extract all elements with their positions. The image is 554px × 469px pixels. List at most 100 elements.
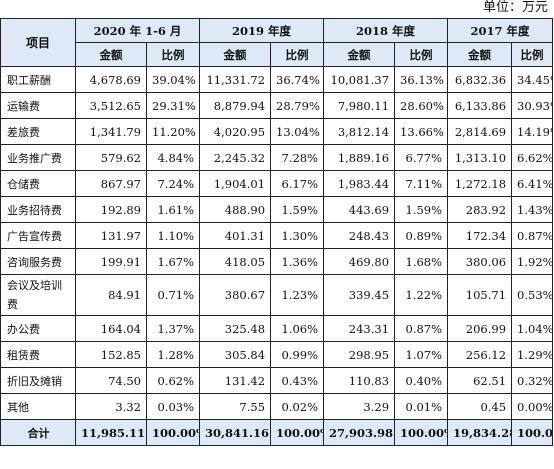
- ratio-cell: 0.99%: [270, 341, 325, 368]
- ratio-cell: 6.77%: [394, 144, 449, 171]
- ratio-cell: 1.67%: [145, 248, 201, 275]
- ratio-cell: 0.43%: [270, 367, 325, 394]
- ratio-cell: 11.20%: [145, 118, 201, 145]
- amount-cell: 380.67: [199, 274, 272, 316]
- ratio-cell: 13.66%: [394, 118, 449, 145]
- amount-cell: 11,331.72: [199, 66, 272, 93]
- row-label: 职工薪酬: [0, 66, 76, 93]
- row-label: 仓储费: [0, 170, 76, 197]
- header-item: 项目: [0, 18, 76, 67]
- row-label: 办公费: [0, 315, 76, 342]
- amount-cell: 248.43: [323, 222, 396, 249]
- amount-cell: 2,245.32: [199, 144, 272, 171]
- ratio-cell: 1.22%: [394, 274, 449, 316]
- unit-label: 单位：万元: [482, 0, 548, 15]
- table-row: 会议及培训费 84.91 0.71% 380.67 1.23% 339.45 1.22% 10…: [0, 274, 554, 316]
- ratio-cell: 28.60%: [394, 92, 449, 119]
- ratio-cell: 100.00%: [511, 419, 554, 446]
- amount-cell: 305.84: [199, 341, 272, 368]
- ratio-cell: 1.68%: [394, 248, 449, 275]
- amount-cell: 19,834.28: [447, 419, 513, 446]
- row-label: 咨询服务费: [0, 248, 76, 275]
- amount-cell: 7,980.11: [323, 92, 396, 119]
- amount-cell: 3.32: [75, 393, 147, 420]
- ratio-cell: 1.59%: [394, 196, 449, 223]
- ratio-cell: 0.00%: [511, 393, 554, 420]
- amount-cell: 1,341.79: [75, 118, 147, 145]
- amount-cell: 8,879.94: [199, 92, 272, 119]
- ratio-cell: 1.30%: [270, 222, 325, 249]
- table-row: 租赁费 152.85 1.28% 305.84 0.99% 298.95 1.07% 256.…: [0, 341, 554, 368]
- amount-cell: 243.31: [323, 315, 396, 342]
- amount-cell: 867.97: [75, 170, 147, 197]
- amount-cell: 131.42: [199, 367, 272, 394]
- ratio-cell: 0.87%: [394, 315, 449, 342]
- ratio-cell: 36.74%: [270, 66, 325, 93]
- header-row-periods: 项目 2020 年 1-6 月 2019 年度 2018 年度 2017 年度: [0, 18, 554, 67]
- amount-cell: 7.55: [199, 393, 272, 420]
- amount-cell: 256.12: [447, 341, 513, 368]
- amount-cell: 0.45: [447, 393, 513, 420]
- total-row: 合计11,985.11100.00%30,841.16100.00%27,903…: [0, 419, 554, 446]
- ratio-cell: 1.37%: [145, 315, 201, 342]
- ratio-cell: 0.03%: [145, 393, 201, 420]
- ratio-cell: 36.13%: [394, 66, 449, 93]
- ratio-cell: 0.40%: [394, 367, 449, 394]
- table-row: 折旧及摊销 74.50 0.62% 131.42 0.43% 110.83 0.40% 62.…: [0, 367, 554, 394]
- amount-cell: 401.31: [199, 222, 272, 249]
- ratio-cell: 0.87%: [511, 222, 554, 249]
- ratio-cell: 34.45%: [511, 66, 554, 93]
- ratio-cell: 1.59%: [270, 196, 325, 223]
- row-label: 折旧及摊销: [0, 367, 76, 394]
- ratio-cell: 1.36%: [270, 248, 325, 275]
- ratio-cell: 1.23%: [270, 274, 325, 316]
- amount-cell: 325.48: [199, 315, 272, 342]
- ratio-cell: 1.28%: [145, 341, 201, 368]
- amount-cell: 283.92: [447, 196, 513, 223]
- ratio-cell: 0.89%: [394, 222, 449, 249]
- amount-cell: 488.90: [199, 196, 272, 223]
- row-label: 运输费: [0, 92, 76, 119]
- amount-cell: 199.91: [75, 248, 147, 275]
- amount-cell: 418.05: [199, 248, 272, 275]
- amount-cell: 172.34: [447, 222, 513, 249]
- table-row: 仓储费 867.97 7.24% 1,904.01 6.17% 1,983.44 7.11%…: [0, 170, 554, 197]
- header-ratio: 比例: [145, 42, 201, 67]
- amount-cell: 4,020.95: [199, 118, 272, 145]
- row-label: 广告宣传费: [0, 222, 76, 249]
- amount-cell: 27,903.98: [323, 419, 396, 446]
- ratio-cell: 30.93%: [511, 92, 554, 119]
- table-body: 职工薪酬 4,678.69 39.04% 11,331.72 36.74% 10,081.…: [0, 66, 554, 446]
- ratio-cell: 100.00%: [270, 419, 325, 446]
- header-amount: 金额: [199, 42, 272, 67]
- ratio-cell: 0.02%: [270, 393, 325, 420]
- ratio-cell: 7.28%: [270, 144, 325, 171]
- table-row: 业务招待费 192.89 1.61% 488.90 1.59% 443.69 1.59% 28…: [0, 196, 554, 223]
- amount-cell: 3.29: [323, 393, 396, 420]
- ratio-cell: 7.11%: [394, 170, 449, 197]
- table-row: 业务推广费 579.62 4.84% 2,245.32 7.28% 1,889.16 6.7…: [0, 144, 554, 171]
- ratio-cell: 13.04%: [270, 118, 325, 145]
- table-row: 差旅费 1,341.79 11.20% 4,020.95 13.04% 3,812.14 1…: [0, 118, 554, 145]
- amount-cell: 206.99: [447, 315, 513, 342]
- ratio-cell: 6.41%: [511, 170, 554, 197]
- amount-cell: 74.50: [75, 367, 147, 394]
- ratio-cell: 1.07%: [394, 341, 449, 368]
- amount-cell: 579.62: [75, 144, 147, 171]
- amount-cell: 192.89: [75, 196, 147, 223]
- expense-table: 项目 2020 年 1-6 月 2019 年度 2018 年度 2017 年度 …: [0, 18, 554, 446]
- table-row: 广告宣传费 131.97 1.10% 401.31 1.30% 248.43 0.89% 17…: [0, 222, 554, 249]
- amount-cell: 131.97: [75, 222, 147, 249]
- ratio-cell: 1.43%: [511, 196, 554, 223]
- ratio-cell: 1.10%: [145, 222, 201, 249]
- header-period-2018: 2018 年度: [323, 18, 449, 43]
- amount-cell: 339.45: [323, 274, 396, 316]
- header-amount: 金额: [323, 42, 396, 67]
- row-label: 其他: [0, 393, 76, 420]
- amount-cell: 298.95: [323, 341, 396, 368]
- amount-cell: 1,313.10: [447, 144, 513, 171]
- header-ratio: 比例: [394, 42, 449, 67]
- ratio-cell: 0.01%: [394, 393, 449, 420]
- row-label: 差旅费: [0, 118, 76, 145]
- ratio-cell: 28.79%: [270, 92, 325, 119]
